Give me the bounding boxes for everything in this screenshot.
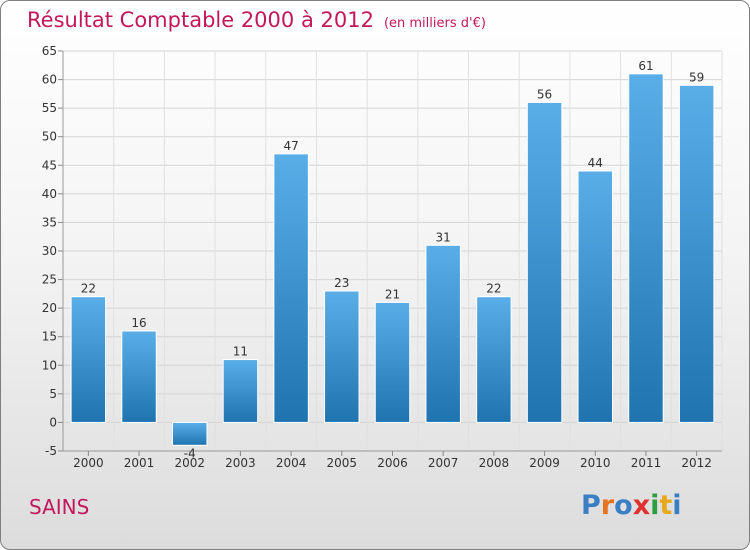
x-tick-label: 2002 xyxy=(174,456,205,470)
y-tick-label: 35 xyxy=(42,215,57,229)
logo-letter: r xyxy=(600,490,615,521)
x-tick-label: 2005 xyxy=(327,456,358,470)
data-label: 47 xyxy=(283,139,298,153)
bar-2011[interactable] xyxy=(628,73,664,423)
x-tick-label: 2008 xyxy=(479,456,510,470)
data-label: -4 xyxy=(184,446,196,460)
chart-title: Résultat Comptable 2000 à 2012 (en millie… xyxy=(27,8,486,32)
bar-2010[interactable] xyxy=(577,170,614,423)
data-label: 31 xyxy=(436,230,451,244)
logo-letter: i xyxy=(672,490,682,521)
x-tick-label: 2000 xyxy=(73,456,104,470)
data-label: 44 xyxy=(588,156,603,170)
x-tick-label: 2004 xyxy=(276,456,307,470)
bar-2006[interactable] xyxy=(374,301,411,423)
logo-letter: i xyxy=(650,490,660,521)
y-tick-label: -5 xyxy=(45,444,57,458)
data-label: 21 xyxy=(385,287,400,301)
data-label: 61 xyxy=(638,59,653,73)
y-tick-label: 30 xyxy=(42,244,57,258)
y-tick-label: 40 xyxy=(42,187,57,201)
y-tick-label: 20 xyxy=(42,301,57,315)
x-tick-label: 2009 xyxy=(529,456,560,470)
x-tick-label: 2001 xyxy=(124,456,155,470)
y-tick-label: 55 xyxy=(42,101,57,115)
bar-2000[interactable] xyxy=(70,296,107,423)
logo-letter: x xyxy=(632,490,651,521)
chart-unit: (en milliers d'€) xyxy=(383,16,486,31)
y-tick-label: 60 xyxy=(42,73,57,87)
bar-2002[interactable] xyxy=(171,421,208,446)
bar-2012[interactable] xyxy=(678,84,715,423)
data-label: 22 xyxy=(81,282,96,296)
y-tick-label: 25 xyxy=(42,273,57,287)
x-tick-label: 2012 xyxy=(681,456,712,470)
x-tick-label: 2007 xyxy=(428,456,459,470)
bar-2007[interactable] xyxy=(425,244,461,423)
x-tick-label: 2006 xyxy=(377,456,408,470)
data-label: 56 xyxy=(537,87,552,101)
y-tick-label: 10 xyxy=(42,358,57,372)
bar-2003[interactable] xyxy=(222,359,259,423)
logo-letter: o xyxy=(614,490,633,521)
data-label: 22 xyxy=(486,282,501,296)
data-label: 11 xyxy=(233,345,248,359)
proxiti-logo[interactable]: Proxiti xyxy=(581,490,682,521)
data-label: 16 xyxy=(131,316,146,330)
x-tick-label: 2011 xyxy=(631,456,662,470)
y-tick-label: 0 xyxy=(49,415,57,429)
y-tick-label: 5 xyxy=(49,387,57,401)
axis-layer: -5 0 5 10 15 20 25 30 35 40 45 50 55 60 65 xyxy=(42,44,722,458)
y-tick-label: 50 xyxy=(42,130,57,144)
x-tick-label: 2003 xyxy=(225,456,256,470)
x-tick-label: 2010 xyxy=(580,456,611,470)
data-label: 23 xyxy=(334,276,349,290)
bar-2001[interactable] xyxy=(121,330,157,423)
bar-2005[interactable] xyxy=(324,290,360,423)
bar-2009[interactable] xyxy=(526,101,563,423)
y-tick-label: 65 xyxy=(42,44,57,58)
y-tick-label: 45 xyxy=(42,158,57,172)
bar-2004[interactable] xyxy=(273,153,309,423)
chart-title-text: Résultat Comptable 2000 à 2012 xyxy=(27,8,374,32)
city-name: SAINS xyxy=(29,495,90,519)
bar-2008[interactable] xyxy=(476,296,512,423)
bar-layer xyxy=(70,73,715,446)
logo-letter: t xyxy=(659,490,673,521)
y-tick-label: 15 xyxy=(42,330,57,344)
data-label: 59 xyxy=(689,70,704,84)
logo-letter: P xyxy=(581,490,601,521)
